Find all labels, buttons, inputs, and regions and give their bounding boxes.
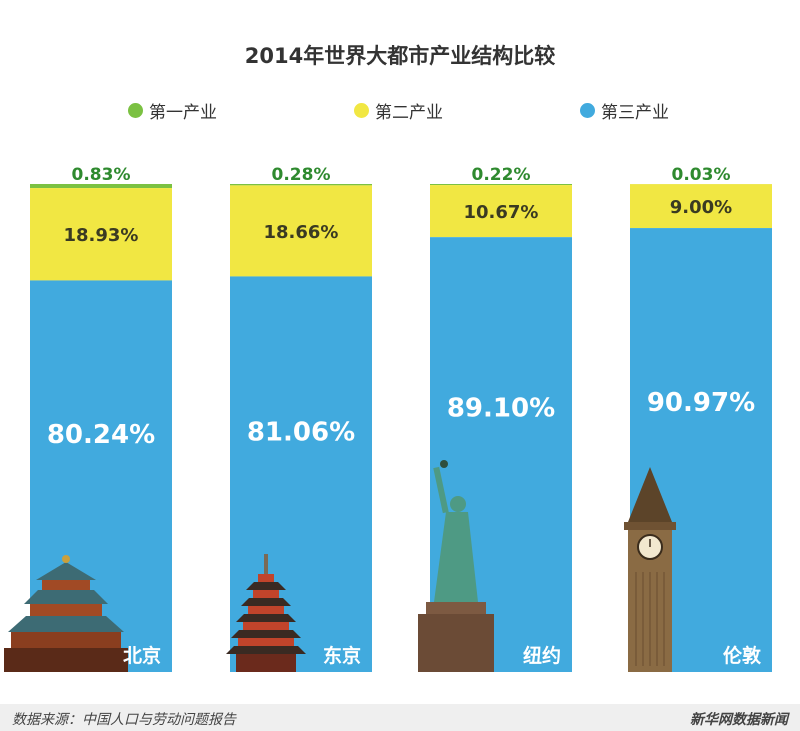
bar-segment-secondary bbox=[30, 188, 172, 281]
legend-label-secondary: 第二产业 bbox=[375, 103, 443, 123]
data-label-tertiary: 80.24% bbox=[47, 420, 155, 450]
data-label-tertiary: 89.10% bbox=[447, 394, 555, 424]
legend-swatch-secondary bbox=[354, 103, 369, 118]
data-label-primary: 0.83% bbox=[72, 165, 131, 185]
temple-roof-top bbox=[36, 562, 96, 580]
liberty-head bbox=[450, 496, 466, 512]
chart-title: 2014年世界大都市产业结构比较 bbox=[244, 44, 556, 68]
bar-segment-secondary bbox=[630, 184, 772, 229]
legend-item-primary: 第一产业 bbox=[128, 98, 217, 123]
data-label-tertiary: 81.06% bbox=[247, 418, 355, 448]
big-ben-ledge bbox=[624, 522, 676, 530]
pagoda-wall-tier bbox=[253, 590, 279, 598]
big-ben-spire bbox=[628, 467, 672, 522]
temple-top-tier bbox=[42, 580, 90, 590]
bar-segment-primary bbox=[30, 184, 172, 189]
data-label-secondary: 18.93% bbox=[64, 225, 139, 246]
pagoda-wall-tier bbox=[248, 606, 284, 614]
brand-label: 新华网数据新闻 bbox=[690, 712, 788, 728]
legend-item-tertiary: 第三产业 bbox=[580, 98, 669, 123]
data-label-secondary: 18.66% bbox=[264, 222, 339, 243]
pagoda-spire bbox=[264, 554, 268, 574]
source-note: 数据来源：中国人口与劳动问题报告 bbox=[12, 712, 236, 728]
temple-roof-lower bbox=[8, 616, 124, 632]
data-label-secondary: 9.00% bbox=[670, 197, 732, 218]
data-label-tertiary: 90.97% bbox=[647, 388, 755, 418]
pagoda-icon bbox=[236, 654, 296, 672]
legend-label-tertiary: 第三产业 bbox=[601, 103, 669, 123]
bar-segment-secondary bbox=[230, 185, 372, 277]
city-label: 北京 bbox=[123, 644, 161, 667]
temple-mid-tier bbox=[30, 604, 102, 616]
city-label: 东京 bbox=[323, 644, 361, 667]
legend: 第一产业 第二产业 第三产业 bbox=[0, 98, 800, 123]
footer: 数据来源：中国人口与劳动问题报告 新华网数据新闻 bbox=[0, 704, 800, 731]
statue-of-liberty-icon bbox=[418, 614, 494, 672]
pagoda-roof-tier bbox=[231, 630, 301, 638]
liberty-pedestal-top bbox=[426, 602, 486, 614]
temple-roof-mid bbox=[24, 590, 108, 604]
data-label-primary: 0.22% bbox=[472, 165, 531, 185]
stacked-bar-chart: 0.83% 18.93% 80.24% 北京 0.28% 18.66% 81.06% 东京 0.… bbox=[4, 165, 772, 673]
pagoda-roof-tier bbox=[236, 614, 296, 622]
pagoda-wall-tier bbox=[258, 574, 274, 582]
city-label: 伦敦 bbox=[723, 644, 762, 667]
legend-swatch-primary bbox=[128, 103, 143, 118]
data-label-primary: 0.03% bbox=[672, 165, 731, 185]
pagoda-roof-tier bbox=[241, 598, 291, 606]
liberty-robe bbox=[434, 512, 478, 602]
data-label-secondary: 10.67% bbox=[464, 202, 539, 223]
legend-swatch-tertiary bbox=[580, 103, 595, 118]
pagoda-wall-tier bbox=[238, 638, 294, 646]
pagoda-roof-tier bbox=[246, 582, 286, 590]
liberty-arm bbox=[433, 466, 449, 514]
pagoda-roof-tier bbox=[226, 646, 306, 654]
liberty-torch bbox=[440, 460, 448, 468]
city-label: 纽约 bbox=[523, 644, 561, 667]
temple-finial bbox=[62, 555, 70, 563]
legend-label-primary: 第一产业 bbox=[149, 103, 217, 123]
temple-base-tier bbox=[11, 632, 121, 648]
temple-of-heaven-icon bbox=[4, 648, 128, 672]
bar-segment-primary bbox=[430, 184, 572, 186]
data-label-primary: 0.28% bbox=[272, 165, 331, 185]
bar-segment-primary bbox=[230, 184, 372, 186]
legend-item-secondary: 第二产业 bbox=[354, 98, 443, 123]
bar-segment-secondary bbox=[430, 185, 572, 238]
pagoda-wall-tier bbox=[243, 622, 289, 630]
